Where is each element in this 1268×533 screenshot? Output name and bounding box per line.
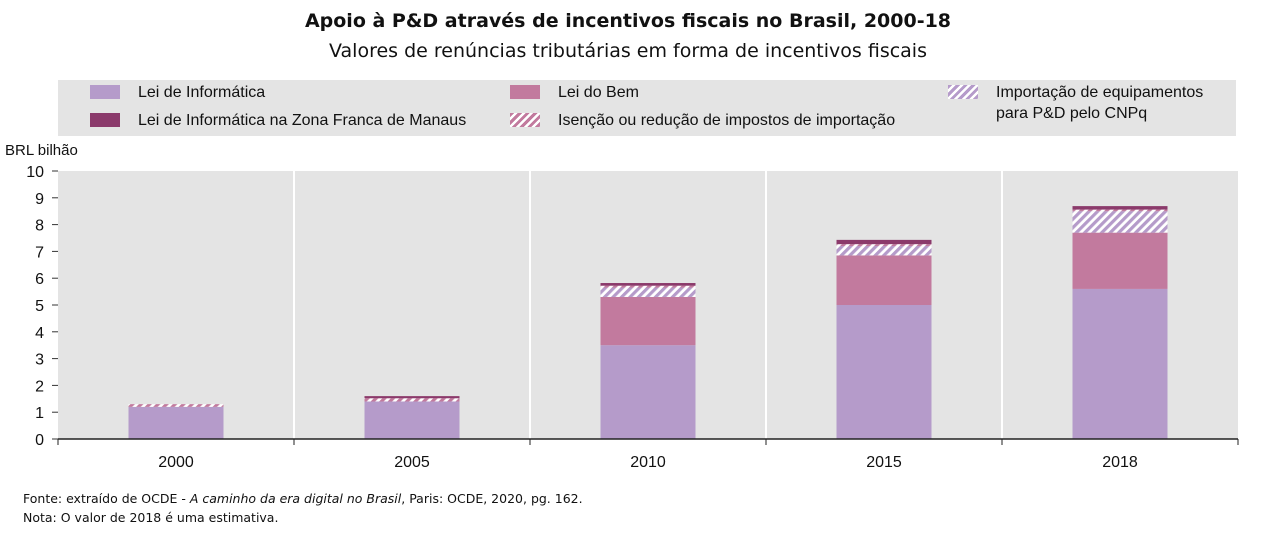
plot-area: 0 1 2 3 4 5 6 7 8 9 10 2000 2005 2010 2015 2018	[26, 164, 1239, 471]
legend-item-zona-franca: Lei de Informática na Zona Franca de Man…	[90, 110, 466, 131]
bar-lei-de-informatica-2018	[1072, 288, 1168, 439]
x-tick-label-2015: 2015	[866, 454, 902, 471]
bar-importacao-de-equipamentos-para-p-d-pelo-cnpq-2018	[1072, 211, 1168, 233]
legend-swatch-lei-do-bem	[510, 85, 540, 99]
y-tick-label-8: 8	[35, 218, 44, 235]
chart-title: Apoio à P&D através de incentivos fiscai…	[304, 10, 952, 32]
bar-lei-de-informatica-2015	[836, 305, 932, 439]
source-prefix: Fonte: extraído de OCDE -	[23, 491, 190, 506]
x-tick-label-2000: 2000	[158, 454, 194, 471]
estimate-note: Nota: O valor de 2018 é uma estimativa.	[23, 510, 279, 525]
y-tick-label-0: 0	[35, 432, 44, 449]
legend-swatch-importacao	[948, 85, 978, 99]
y-tick-label-4: 4	[35, 325, 44, 342]
bar-lei-do-bem-2015	[836, 255, 932, 305]
bar-lei-de-informatica-na-zona-franca-de-manaus-2010	[600, 283, 696, 286]
legend-swatch-lei-informatica	[90, 85, 120, 99]
bar-importacao-de-equipamentos-para-p-d-pelo-cnpq-2010	[600, 287, 696, 297]
y-axis-label: BRL bilhão	[5, 142, 78, 159]
y-tick-label-1: 1	[35, 405, 44, 422]
y-tick-label-7: 7	[35, 244, 44, 261]
legend: Lei de Informática Lei de Informática na…	[58, 80, 1236, 136]
x-tick-label-2018: 2018	[1102, 454, 1138, 471]
legend-swatch-isencao	[510, 113, 540, 127]
legend-item-importacao: Importação de equipamentos para P&D pelo…	[948, 82, 1203, 124]
legend-item-lei-informatica: Lei de Informática	[90, 82, 265, 103]
bar-lei-de-informatica-na-zona-franca-de-manaus-2018	[1072, 206, 1168, 210]
y-tick-label-3: 3	[35, 352, 44, 369]
bar-isencao-ou-reducao-de-impostos-de-importacao-2018	[1072, 209, 1168, 212]
chart-subtitle: Valores de renúncias tributárias em form…	[329, 40, 927, 62]
legend-label-zona-franca: Lei de Informática na Zona Franca de Man…	[138, 112, 467, 129]
y-tick-label-6: 6	[35, 271, 44, 288]
legend-label-lei-do-bem: Lei do Bem	[558, 84, 639, 101]
bar-lei-de-informatica-na-zona-franca-de-manaus-2015	[836, 239, 932, 245]
source-note: Fonte: extraído de OCDE - A caminho da e…	[23, 491, 583, 506]
bar-importacao-de-equipamentos-para-p-d-pelo-cnpq-2015	[836, 246, 932, 256]
bar-isencao-ou-reducao-de-impostos-de-importacao-2000	[128, 404, 224, 407]
bar-isencao-ou-reducao-de-impostos-de-importacao-2015	[836, 244, 932, 247]
x-tick-label-2010: 2010	[630, 454, 666, 471]
bar-lei-de-informatica-na-zona-franca-de-manaus-2005	[364, 396, 460, 399]
legend-label-importacao: Importação de equipamentos para P&D pelo…	[996, 84, 1204, 122]
x-tick-label-2005: 2005	[394, 454, 430, 471]
legend-label-lei-informatica: Lei de Informática	[138, 84, 266, 101]
legend-item-isencao: Isenção ou redução de impostos de import…	[510, 110, 895, 131]
legend-swatch-zona-franca	[90, 113, 120, 127]
y-tick-label-10: 10	[26, 164, 44, 181]
bar-isencao-ou-reducao-de-impostos-de-importacao-2005	[364, 398, 460, 402]
bar-lei-do-bem-2018	[1072, 232, 1168, 289]
source-title: A caminho da era digital no Brasil	[189, 491, 402, 506]
bar-isencao-ou-reducao-de-impostos-de-importacao-2010	[600, 285, 696, 288]
bar-lei-do-bem-2010	[600, 296, 696, 346]
bar-lei-de-informatica-2005	[364, 401, 460, 439]
bar-lei-de-informatica-2010	[600, 345, 696, 439]
legend-label-isencao: Isenção ou redução de impostos de import…	[558, 112, 896, 129]
y-tick-label-5: 5	[35, 298, 44, 315]
y-tick-label-9: 9	[35, 191, 44, 208]
legend-item-lei-do-bem: Lei do Bem	[510, 82, 639, 103]
source-suffix: , Paris: OCDE, 2020, pg. 162.	[401, 491, 583, 506]
y-tick-label-2: 2	[35, 378, 44, 395]
bar-lei-de-informatica-2000	[128, 406, 224, 439]
